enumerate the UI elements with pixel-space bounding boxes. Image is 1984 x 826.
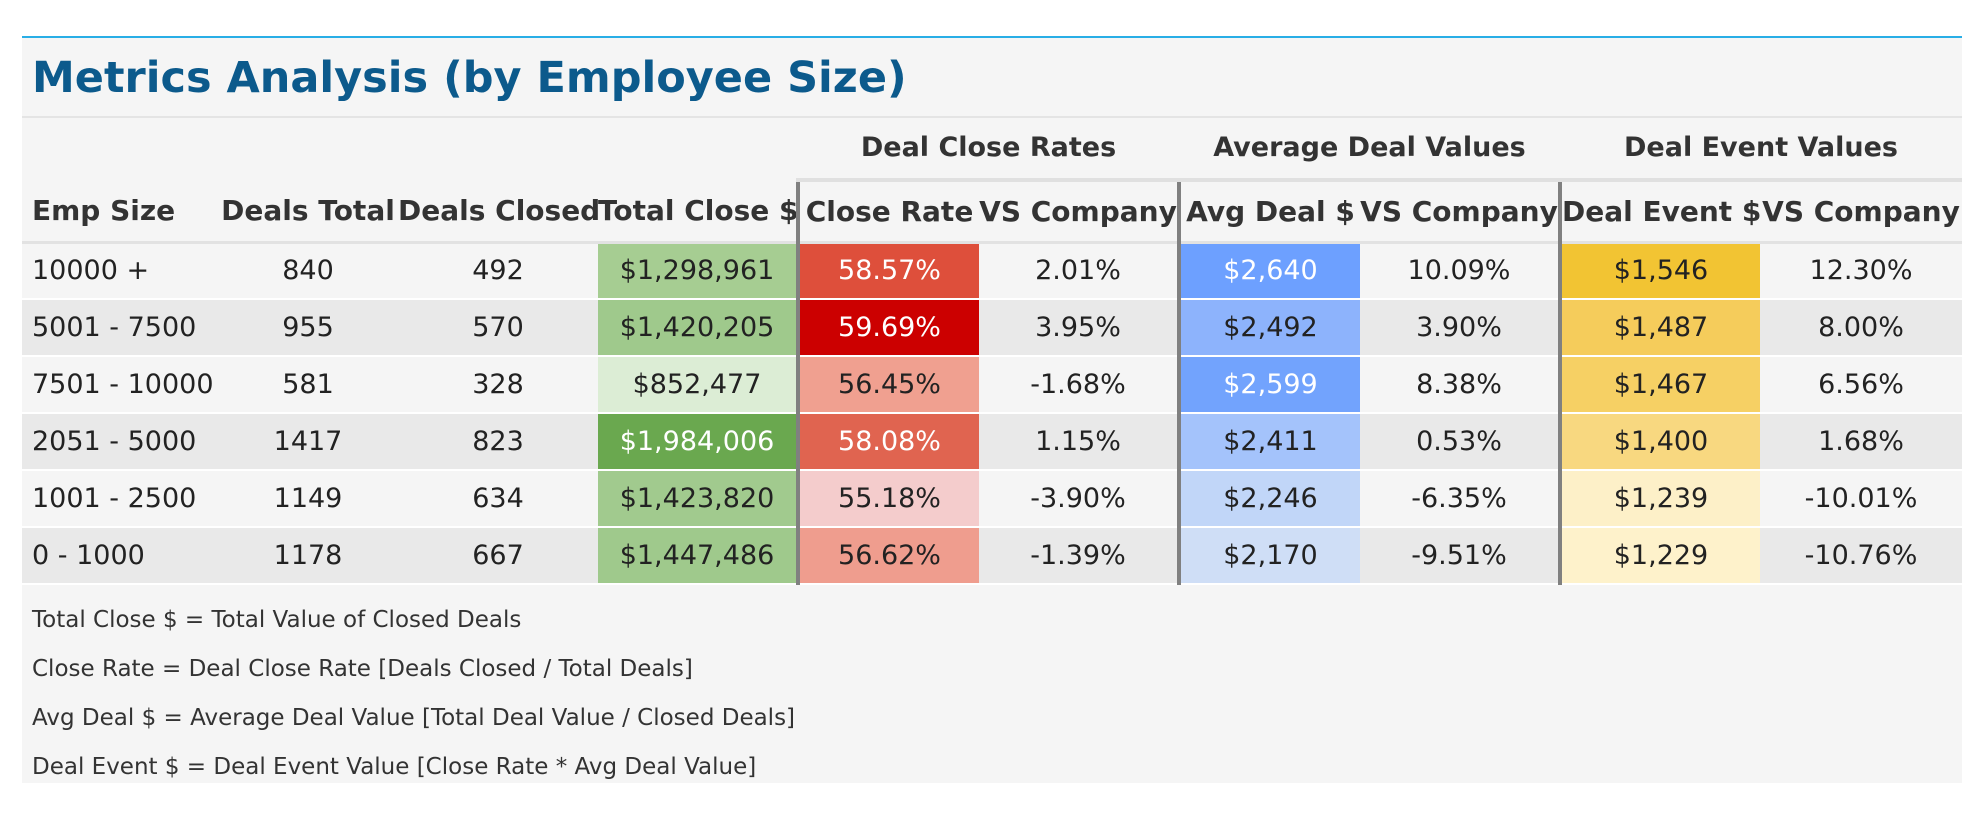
cell-total-close: $1,984,006 — [598, 413, 798, 471]
cell-deals-total: 840 — [218, 242, 398, 300]
cell-avg-vs-company: 0.53% — [1360, 413, 1560, 471]
cell-deal-event: $1,239 — [1558, 470, 1760, 528]
cell-deals-total: 1178 — [218, 527, 398, 585]
table-row: 1001 - 2500 1149 634 $1,423,820 55.18% -… — [22, 470, 1963, 528]
cell-avg-deal: $2,492 — [1177, 299, 1360, 357]
column-header-row: Emp Size Deals Total Deals Closed Total … — [22, 180, 1963, 242]
cell-avg-vs-company: 10.09% — [1360, 242, 1560, 300]
cell-deal-event: $1,400 — [1558, 413, 1760, 471]
cell-emp-size: 5001 - 7500 — [22, 299, 218, 357]
cell-event-vs-company: -10.76% — [1760, 527, 1963, 585]
col-avg-deal[interactable]: Avg Deal $ — [1177, 180, 1360, 242]
table-row: 0 - 1000 1178 667 $1,447,486 56.62% -1.3… — [22, 527, 1963, 585]
title-divider — [22, 116, 1962, 118]
cell-close-vs-company: -3.90% — [979, 470, 1179, 528]
cell-total-close: $1,447,486 — [598, 527, 798, 585]
group-header-close-rates: Deal Close Rates — [798, 118, 1179, 182]
table-row: 2051 - 5000 1417 823 $1,984,006 58.08% 1… — [22, 413, 1963, 471]
cell-total-close: $1,423,820 — [598, 470, 798, 528]
col-close-vs-company[interactable]: VS Company — [979, 194, 1177, 228]
group-header-row: Deal Close Rates Average Deal Values Dea… — [22, 118, 1963, 182]
metrics-table: Deal Close Rates Average Deal Values Dea… — [22, 118, 1963, 585]
cell-event-vs-company: 12.30% — [1760, 242, 1963, 300]
group-header-event-values: Deal Event Values — [1560, 118, 1963, 182]
footnote: Avg Deal $ = Average Deal Value [Total D… — [32, 705, 796, 731]
cell-close-rate: 58.08% — [796, 413, 979, 471]
table-row: 7501 - 10000 581 328 $852,477 56.45% -1.… — [22, 356, 1963, 414]
cell-avg-vs-company: 8.38% — [1360, 356, 1560, 414]
cell-deals-closed: 328 — [398, 356, 598, 414]
cell-emp-size: 1001 - 2500 — [22, 470, 218, 528]
cell-deal-event: $1,546 — [1558, 242, 1760, 300]
col-deals-total[interactable]: Deals Total — [221, 193, 395, 227]
cell-close-vs-company: 2.01% — [979, 242, 1179, 300]
metrics-panel: Metrics Analysis (by Employee Size) Deal… — [22, 36, 1963, 783]
cell-event-vs-company: -10.01% — [1760, 470, 1963, 528]
cell-avg-deal: $2,599 — [1177, 356, 1360, 414]
cell-total-close: $1,298,961 — [598, 242, 798, 300]
cell-avg-vs-company: -6.35% — [1360, 470, 1560, 528]
cell-deal-event: $1,229 — [1558, 527, 1760, 585]
cell-deals-closed: 634 — [398, 470, 598, 528]
cell-emp-size: 0 - 1000 — [22, 527, 218, 585]
group-spacer — [22, 118, 798, 180]
table-row: 5001 - 7500 955 570 $1,420,205 59.69% 3.… — [22, 299, 1963, 357]
cell-close-rate: 58.57% — [796, 242, 979, 300]
cell-deal-event: $1,467 — [1558, 356, 1760, 414]
cell-deals-total: 1417 — [218, 413, 398, 471]
cell-event-vs-company: 6.56% — [1760, 356, 1963, 414]
cell-deals-total: 581 — [218, 356, 398, 414]
group-header-avg-values: Average Deal Values — [1179, 118, 1560, 182]
table-row: 10000 + 840 492 $1,298,961 58.57% 2.01% … — [22, 242, 1963, 300]
col-avg-vs-company[interactable]: VS Company — [1360, 194, 1558, 228]
cell-event-vs-company: 8.00% — [1760, 299, 1963, 357]
col-deals-closed[interactable]: Deals Closed — [398, 193, 598, 227]
cell-emp-size: 7501 - 10000 — [22, 356, 218, 414]
cell-deals-closed: 823 — [398, 413, 598, 471]
cell-deals-closed: 570 — [398, 299, 598, 357]
cell-close-rate: 55.18% — [796, 470, 979, 528]
cell-deals-total: 955 — [218, 299, 398, 357]
cell-deals-closed: 492 — [398, 242, 598, 300]
cell-deals-closed: 667 — [398, 527, 598, 585]
cell-close-vs-company: -1.68% — [979, 356, 1179, 414]
col-deal-event[interactable]: Deal Event $ — [1558, 180, 1760, 242]
page-title: Metrics Analysis (by Employee Size) — [32, 53, 907, 103]
col-total-close[interactable]: Total Close $ — [598, 193, 798, 227]
cell-close-vs-company: -1.39% — [979, 527, 1179, 585]
cell-close-rate: 56.62% — [796, 527, 979, 585]
cell-avg-vs-company: 3.90% — [1360, 299, 1560, 357]
cell-avg-deal: $2,170 — [1177, 527, 1360, 585]
footnotes: Total Close $ = Total Value of Closed De… — [32, 596, 795, 792]
footnote: Close Rate = Deal Close Rate [Deals Clos… — [32, 656, 693, 682]
cell-avg-deal: $2,411 — [1177, 413, 1360, 471]
cell-emp-size: 2051 - 5000 — [22, 413, 218, 471]
cell-close-vs-company: 1.15% — [979, 413, 1179, 471]
footnote: Deal Event $ = Deal Event Value [Close R… — [32, 754, 757, 780]
cell-emp-size: 10000 + — [22, 242, 218, 300]
cell-avg-deal: $2,246 — [1177, 470, 1360, 528]
cell-close-vs-company: 3.95% — [979, 299, 1179, 357]
footnote: Total Close $ = Total Value of Closed De… — [32, 607, 522, 633]
cell-avg-vs-company: -9.51% — [1360, 527, 1560, 585]
cell-avg-deal: $2,640 — [1177, 242, 1360, 300]
cell-total-close: $852,477 — [598, 356, 798, 414]
cell-total-close: $1,420,205 — [598, 299, 798, 357]
cell-deals-total: 1149 — [218, 470, 398, 528]
cell-event-vs-company: 1.68% — [1760, 413, 1963, 471]
col-event-vs-company[interactable]: VS Company — [1762, 194, 1960, 228]
cell-close-rate: 56.45% — [796, 356, 979, 414]
cell-close-rate: 59.69% — [796, 299, 979, 357]
col-emp-size[interactable]: Emp Size — [32, 193, 176, 227]
cell-deal-event: $1,487 — [1558, 299, 1760, 357]
col-close-rate[interactable]: Close Rate — [796, 180, 979, 242]
